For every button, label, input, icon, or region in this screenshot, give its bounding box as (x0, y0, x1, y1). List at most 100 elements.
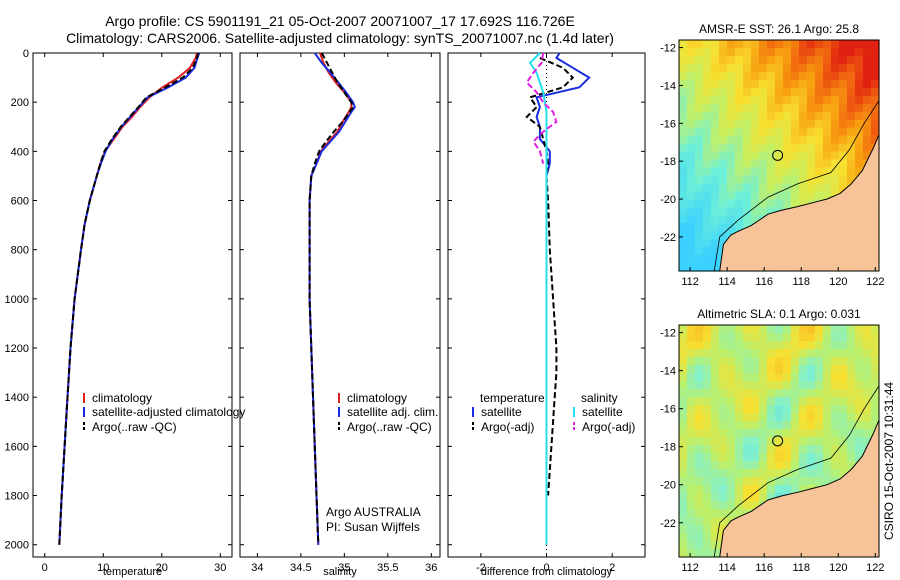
sla-field-cell (799, 485, 808, 494)
sla-field-cell (807, 429, 816, 438)
sla-field-cell (783, 461, 792, 470)
sla-field-cell (767, 461, 776, 470)
sla-field-cell (767, 333, 776, 342)
sst-field-cell (751, 207, 760, 216)
sla-field-cell (687, 437, 696, 446)
sla-field-cell (743, 397, 752, 406)
sst-field-cell (679, 199, 688, 208)
sst-field-cell (775, 119, 784, 129)
sst-field-cell (703, 95, 712, 105)
sla-field-cell (823, 445, 832, 454)
sst-field-cell (759, 111, 768, 121)
sst-field-cell (791, 183, 800, 192)
difference-series-line (525, 52, 558, 164)
sla-field-cell (767, 493, 776, 502)
sla-field-cell (783, 341, 792, 350)
sst-field-cell (767, 48, 776, 57)
sst-field-cell (687, 103, 696, 113)
sst-field-cell (695, 135, 704, 145)
sla-field-cell (727, 477, 736, 486)
sst-field-cell (751, 215, 760, 224)
sst-field-cell (743, 135, 752, 145)
sla-field-cell (687, 501, 696, 510)
sla-field-cell (743, 461, 752, 470)
sla-field-cell (711, 333, 720, 342)
sla-field-cell (871, 365, 880, 374)
sst-field-cell (751, 183, 760, 192)
sla-field-cell (743, 333, 752, 342)
sst-lat-label: -18 (660, 156, 676, 168)
sst-field-cell (799, 103, 808, 113)
sla-field-cell (719, 389, 728, 398)
sla-field-cell (863, 381, 872, 390)
sst-field-cell (711, 239, 720, 248)
sst-field-cell (719, 71, 728, 81)
sst-field-cell (695, 119, 704, 129)
sst-field-cell (775, 71, 784, 81)
sla-field-cell (759, 445, 768, 454)
sst-field-cell (703, 255, 712, 264)
sla-field-cell (847, 349, 856, 358)
sla-field-cell (703, 381, 712, 390)
sst-field-cell (687, 143, 696, 153)
sst-field-cell (687, 119, 696, 129)
sla-field-cell (703, 389, 712, 398)
sst-field-cell (703, 183, 712, 192)
sla-field-cell (695, 445, 704, 454)
sla-field-cell (703, 477, 712, 486)
sst-field-cell (679, 255, 688, 264)
sla-field-cell (791, 453, 800, 462)
sla-field-cell (759, 429, 768, 438)
sla-field-cell (727, 509, 736, 518)
sla-field-cell (751, 325, 760, 334)
sla-field-cell (831, 405, 840, 414)
sst-field-cell (871, 127, 880, 137)
sst-field-cell (807, 151, 816, 161)
sla-field-cell (791, 469, 800, 478)
sst-field-cell (759, 207, 768, 216)
sst-field-cell (823, 87, 832, 97)
footer-stamp: CSIRO 15-Oct-2007 10:31:44 (882, 382, 896, 540)
sst-field-cell (719, 103, 728, 113)
sst-field-cell (847, 127, 856, 137)
sst-field-cell (799, 159, 808, 169)
sla-field-cell (831, 413, 840, 422)
sla-field-cell (839, 445, 848, 454)
sst-field-cell (735, 111, 744, 121)
sla-field-cell (791, 485, 800, 494)
sla-field-cell (743, 485, 752, 494)
sst-field-cell (695, 231, 704, 240)
legend-temp-satellite: satellite-adjusted climatology (92, 405, 245, 419)
sst-field-cell (767, 151, 776, 161)
sst-field-cell (719, 159, 728, 169)
sst-field-cell (743, 159, 752, 169)
sla-field-cell (775, 485, 784, 494)
sla-field-cell (799, 373, 808, 382)
sst-field-cell (695, 111, 704, 121)
sla-field-cell (727, 365, 736, 374)
sla-field-cell (743, 501, 752, 510)
sst-field-cell (719, 151, 728, 161)
sst-field-cell (775, 103, 784, 113)
sst-field-cell (815, 79, 824, 89)
sst-field-cell (679, 143, 688, 153)
sst-field-cell (751, 40, 760, 49)
sla-field-cell (703, 461, 712, 470)
sla-field-cell (711, 405, 720, 414)
sst-field-cell (743, 143, 752, 153)
sla-field-cell (703, 413, 712, 422)
sla-field-cell (823, 341, 832, 350)
sst-lat-label: -16 (660, 118, 676, 130)
sla-field-cell (759, 381, 768, 390)
sst-field-cell (759, 48, 768, 57)
sst-field-cell (783, 95, 792, 105)
sla-field-cell (815, 373, 824, 382)
sla-field-cell (839, 405, 848, 414)
sst-field-cell (783, 183, 792, 192)
sla-field-cell (703, 357, 712, 366)
sla-field-cell (687, 461, 696, 470)
sst-field-cell (783, 127, 792, 137)
sla-field-cell (831, 429, 840, 438)
sst-field-cell (735, 167, 744, 176)
sst-field-cell (695, 239, 704, 248)
